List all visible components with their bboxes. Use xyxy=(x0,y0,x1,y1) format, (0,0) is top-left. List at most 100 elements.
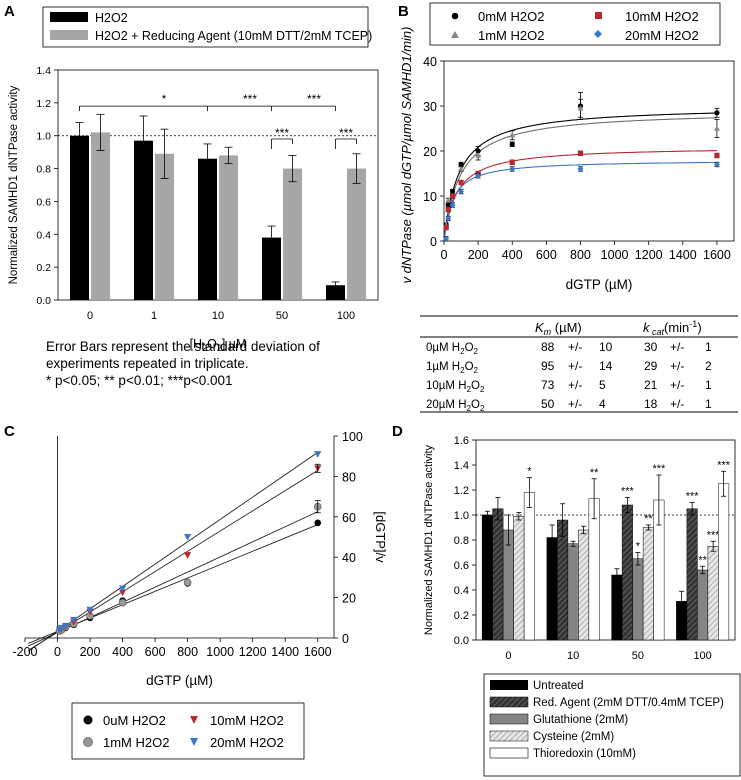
x-tick-label: 400 xyxy=(112,645,133,659)
data-point xyxy=(458,161,464,168)
data-point xyxy=(509,141,515,147)
y-tick-label: 40 xyxy=(342,551,356,565)
data-point xyxy=(118,589,127,597)
x-tick-label: 1600 xyxy=(703,248,731,262)
legend-label-20mm: 20mM H2O2 xyxy=(210,735,284,750)
legend-swatch-reducing xyxy=(50,30,88,40)
bar xyxy=(198,158,217,300)
table-kcat: 29 xyxy=(644,359,658,373)
table-row-label: 20µM H2O2 xyxy=(426,399,485,413)
legend-label-reducing: H2O2 + Reducing Agent (10mM DTT/2mM TCEP… xyxy=(95,29,372,43)
bar xyxy=(718,483,730,641)
bar xyxy=(326,285,345,300)
table-header-kcat: k cat(min-1) xyxy=(643,319,702,337)
panel-d-legend: Untreated Red. Agent (2mM DTT/0.4mM TCEP… xyxy=(483,673,741,777)
note-line-3: * p<0.05; ** p<0.01; ***p<0.001 xyxy=(46,373,233,388)
significance-label: *** xyxy=(717,459,731,471)
table-km: 73 xyxy=(541,378,555,392)
significance-label: * xyxy=(527,466,532,478)
data-point xyxy=(475,152,482,158)
data-point xyxy=(57,624,66,632)
x-tick-label: 400 xyxy=(502,248,523,262)
bar xyxy=(632,558,644,641)
legend-label-0um: 0uM H2O2 xyxy=(103,713,166,728)
data-point xyxy=(445,202,451,208)
x-tick-label: 800 xyxy=(177,645,198,659)
y-axis-label: [dGTP]/v xyxy=(373,511,388,563)
table-kcat-sd: 2 xyxy=(705,359,712,373)
data-point xyxy=(86,606,94,614)
x-tick-label: 1 xyxy=(151,310,157,322)
bar xyxy=(134,140,153,300)
data-point xyxy=(314,451,322,458)
legend-label-red-agent: Red. Agent (2mM DTT/0.4mM TCEP) xyxy=(533,697,724,709)
data-point xyxy=(314,519,322,527)
legend-label-1mm: 1mM H2O2 xyxy=(478,28,544,43)
table-row-label: 1µM H2O2 xyxy=(426,361,479,375)
table-row-label: 10µM H2O2 xyxy=(426,380,485,394)
bar xyxy=(546,537,558,641)
table-kcat-sd: 1 xyxy=(705,378,712,392)
x-tick-label: 10 xyxy=(212,310,224,322)
legend-swatch-cysteine xyxy=(489,730,529,742)
y-tick-label: 0.4 xyxy=(36,229,51,241)
table-km: 88 xyxy=(541,340,555,354)
significance-label: *** xyxy=(652,463,666,475)
legend-box xyxy=(429,2,721,46)
y-tick-label: 40 xyxy=(423,55,437,69)
legend-marker-0um xyxy=(83,715,93,725)
significance-label: *** xyxy=(307,92,321,106)
legend-label-1mm: 1mM H2O2 xyxy=(103,735,169,750)
y-tick-label: 1.2 xyxy=(36,98,51,110)
table-pm: +/- xyxy=(568,397,582,411)
legend-swatch-untreated xyxy=(490,680,528,690)
panel-a-legend: H2O2 H2O2 + Reducing Agent (10mM DTT/2mM… xyxy=(42,6,372,48)
bar xyxy=(262,237,281,300)
data-point xyxy=(713,125,720,131)
legend-marker-1mm xyxy=(451,31,459,38)
data-point xyxy=(184,552,192,559)
x-axis-label: dGTP (µM) xyxy=(146,673,213,688)
y-tick-label: 60 xyxy=(342,511,356,525)
y-tick-label: 80 xyxy=(342,470,356,484)
panel-d-letter: D xyxy=(392,423,403,440)
table-kcat: 21 xyxy=(644,378,658,392)
data-point xyxy=(70,616,78,624)
plot-frame xyxy=(57,69,379,301)
data-point xyxy=(475,172,482,179)
significance-label: ** xyxy=(590,467,599,479)
data-point xyxy=(577,150,584,156)
x-tick-label: 10 xyxy=(567,650,579,662)
y-tick-label: 0.4 xyxy=(454,585,469,597)
y-tick-label: 20 xyxy=(423,145,437,159)
data-point xyxy=(714,110,720,116)
x-tick-label: 1200 xyxy=(239,645,267,659)
y-tick-label: 20 xyxy=(342,592,356,606)
bar xyxy=(686,508,698,641)
chart-a: 0.0 0.2 0.4 0.6 0.8 1.0 1.2 1.4 0 1 10 50 100 Normali… xyxy=(8,65,379,353)
x-tick-label: 1400 xyxy=(669,248,697,262)
significance-label: *** xyxy=(686,491,700,503)
note-line-2: experiments repeated in triplicate. xyxy=(46,356,249,371)
table-pm: +/- xyxy=(670,378,684,392)
legend-marker-20mm xyxy=(190,738,198,746)
significance-label: *** xyxy=(621,486,635,498)
table-kcat: 18 xyxy=(644,397,658,411)
bar xyxy=(219,155,238,300)
legend-box xyxy=(42,6,369,48)
bar xyxy=(578,529,590,641)
bar xyxy=(588,498,600,641)
data-point xyxy=(443,224,449,231)
data-point xyxy=(577,166,584,172)
significance-label: *** xyxy=(707,529,721,541)
legend-marker-10mm xyxy=(595,12,602,19)
legend-swatch-thioredoxin xyxy=(489,747,529,759)
legend-marker-1mm xyxy=(83,737,93,747)
legend-marker-20mm xyxy=(594,30,602,38)
legend-box xyxy=(483,673,741,777)
data-point xyxy=(184,534,192,541)
bar xyxy=(513,516,525,641)
y-tick-label: 0.0 xyxy=(454,635,469,647)
